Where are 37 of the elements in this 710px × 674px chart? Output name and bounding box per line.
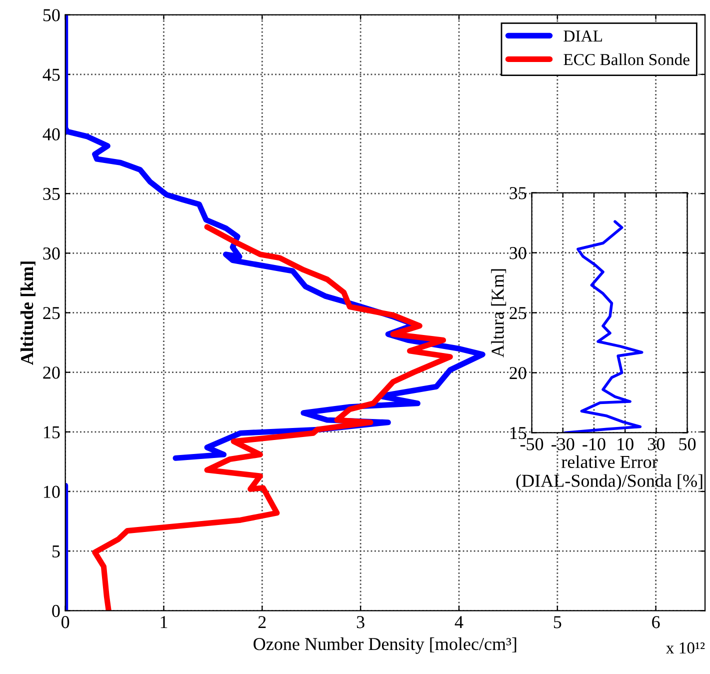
- x-tick-label: -50: [520, 438, 544, 450]
- y-axis-title: Altura [Km]: [491, 269, 506, 358]
- y-tick-label: 25: [510, 307, 526, 320]
- x-tick-label: 6: [652, 616, 660, 628]
- line-series: [564, 220, 644, 433]
- y-tick-label: 10: [44, 486, 60, 498]
- x-tick-label: -10: [582, 438, 606, 450]
- y-tick-label: 30: [510, 247, 526, 260]
- y-tick-label: 20: [510, 366, 526, 380]
- y-tick-label: 30: [43, 247, 60, 260]
- y-tick-label: 40: [42, 128, 60, 140]
- x-tick-label: 3: [356, 616, 364, 628]
- x-tick-label: 30: [648, 438, 665, 450]
- y-tick-label: 20: [43, 366, 60, 379]
- x-tick-label: 50: [679, 438, 696, 450]
- y-tick-label: 35: [43, 188, 60, 200]
- x-axis-title: Ozone Number Density [molec/cm³]: [254, 637, 516, 654]
- y-tick-label: 15: [510, 427, 526, 440]
- x-axis-title: relative Error (DIAL-Sonda)/Sonda [%]: [516, 455, 702, 491]
- x-tick-label: 0: [61, 616, 70, 628]
- x-tick-label: 2: [258, 616, 266, 628]
- y-tick-label: 0: [52, 604, 60, 618]
- x-tick-label: 4: [454, 616, 464, 628]
- x-tick-label: 1: [160, 616, 168, 628]
- x-tick-label: 10: [618, 438, 634, 450]
- text: x 10¹²: [666, 642, 705, 654]
- y-tick-label: 15: [44, 426, 60, 438]
- y-tick-label: 35: [510, 187, 526, 200]
- y-tick-label: 5: [52, 546, 60, 558]
- y-tick-label: 45: [42, 68, 60, 81]
- y-tick-label: 50: [43, 9, 60, 22]
- y-tick-label: 25: [43, 307, 60, 320]
- x-tick-label: 5: [554, 616, 562, 628]
- legend-label: ECC Ballon Sonde: [564, 53, 690, 66]
- legend-label: DIAL: [564, 30, 602, 42]
- x-tick-label: -30: [552, 438, 574, 450]
- y-axis-title: Altitude [km]: [20, 262, 36, 365]
